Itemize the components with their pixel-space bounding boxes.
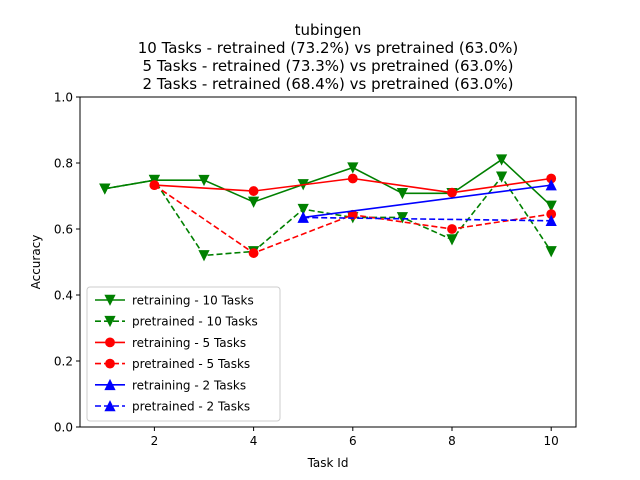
data-point [447, 187, 457, 198]
y-tick-label: 1.0 [54, 91, 73, 105]
series-1 [99, 171, 557, 262]
data-point [247, 196, 260, 208]
legend-label: pretrained - 10 Tasks [132, 315, 258, 329]
data-point [495, 154, 508, 166]
x-tick-label: 6 [349, 434, 357, 448]
legend-marker [104, 294, 116, 306]
y-tick-label: 0.8 [54, 157, 73, 171]
legend: retraining - 10 Tasks pretrained - 10 Tas… [86, 286, 281, 422]
data-point [148, 174, 161, 187]
data-point [248, 186, 259, 196]
data-point [545, 214, 557, 227]
data-point [396, 212, 409, 224]
legend-entry: pretrained - 5 Tasks [95, 357, 250, 371]
data-point [297, 203, 309, 216]
series-line [303, 216, 552, 222]
legend-label: retraining - 10 Tasks [132, 294, 254, 308]
legend-entry: retraining - 5 Tasks [95, 336, 246, 350]
chart-title: tubingen 10 Tasks - retrained (73.2%) vs… [138, 21, 518, 93]
legend-marker [104, 400, 116, 412]
data-point [545, 179, 557, 191]
legend-label: pretrained - 2 Tasks [132, 400, 250, 414]
legend-entry: pretrained - 10 Tasks [95, 315, 258, 329]
series-line [104, 158, 552, 207]
title-line-1: tubingen [295, 21, 362, 39]
legend-marker [104, 378, 116, 391]
series-line [104, 175, 552, 257]
legend-entry: pretrained - 2 Tasks [95, 400, 250, 414]
data-point [446, 234, 458, 246]
legend-box [86, 286, 281, 422]
y-axis-label: Accuracy [29, 235, 43, 290]
data-point [347, 173, 358, 184]
legend-marker [105, 337, 115, 348]
legend-label: pretrained - 5 Tasks [132, 357, 250, 371]
legend-marker [104, 315, 116, 328]
axes-layer: 2 4 6 8 10 0.0 0.2 0.4 0.6 0.8 1.0 [54, 91, 577, 448]
x-tick-label: 10 [544, 434, 559, 448]
series-3 [149, 180, 557, 258]
x-axis-label: Task Id [307, 456, 349, 470]
legend-entry: retraining - 10 Tasks [95, 294, 254, 308]
y-tick-label: 0.0 [54, 421, 73, 435]
data-point [447, 224, 457, 234]
x-tick-label: 8 [448, 434, 456, 448]
legend-entry: retraining - 2 Tasks [95, 378, 246, 392]
data-point [347, 162, 359, 174]
y-tick-label: 0.4 [54, 289, 73, 303]
title-line-4: 2 Tasks - retrained (68.4%) vs pretraine… [143, 75, 514, 93]
title-line-2: 10 Tasks - retrained (73.2%) vs pretrain… [138, 39, 518, 57]
data-point [396, 188, 409, 200]
legend-label: retraining - 5 Tasks [132, 336, 246, 350]
axes-frame [79, 96, 577, 428]
series-layer [99, 154, 557, 262]
series-line [303, 184, 552, 219]
series-5 [297, 211, 557, 227]
data-point [99, 183, 111, 195]
data-point [198, 174, 210, 187]
legend-label: retraining - 2 Tasks [132, 378, 246, 392]
x-tick-label: 2 [151, 434, 159, 448]
data-point [545, 200, 557, 212]
legend-marker [105, 358, 115, 369]
data-point [545, 246, 557, 258]
y-tick-label: 0.2 [54, 355, 73, 369]
x-tick-label: 4 [250, 434, 258, 448]
data-point [248, 248, 259, 258]
title-line-3: 5 Tasks - retrained (73.3%) vs pretraine… [143, 57, 514, 75]
data-point [495, 171, 508, 183]
data-point [149, 180, 160, 191]
data-point [198, 250, 210, 262]
y-tick-label: 0.6 [54, 223, 73, 237]
data-point [297, 211, 309, 223]
